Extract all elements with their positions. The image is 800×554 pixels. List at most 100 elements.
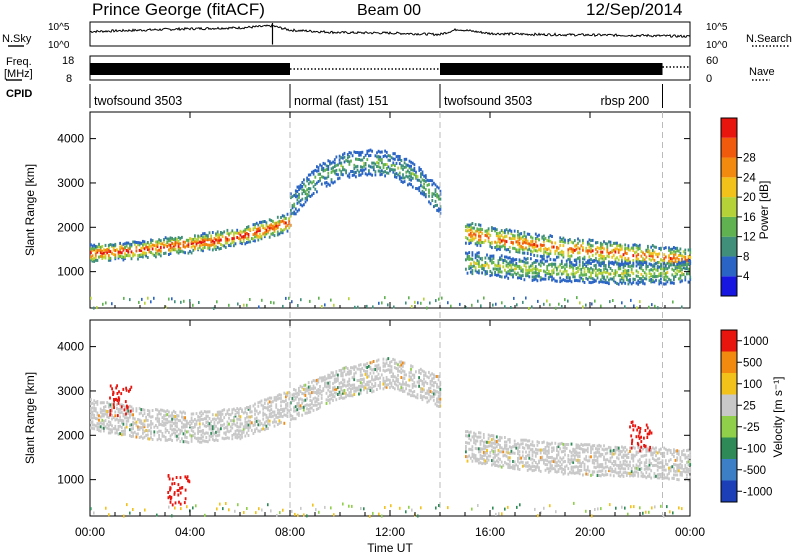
power-cell-1904: [577, 266, 579, 270]
velocity-cell-1805: [578, 464, 581, 468]
velocity-cell-2225: [687, 457, 690, 461]
velocity-cell-2262: [130, 385, 133, 389]
velocity-cell-1572: [518, 453, 521, 457]
velocity-cell-759: [285, 403, 287, 407]
power-cell-1030: [479, 230, 482, 233]
power-cell-880: [407, 169, 409, 173]
velocity-cell-31: [96, 422, 99, 426]
power-cell-444: [254, 239, 256, 243]
velocity-cell-2056: [643, 461, 646, 465]
velocity-cell-2006: [629, 449, 631, 453]
velocity-cell-400: [190, 412, 193, 416]
power-cell-953: [431, 192, 434, 196]
power-cell-1591: [466, 255, 469, 259]
velocity-cell-1892: [599, 444, 602, 448]
velocity-cell-1835: [586, 472, 589, 476]
power-cell-682: [337, 177, 339, 181]
velocity-cell-2217: [686, 460, 688, 464]
power-cell-1406: [624, 247, 627, 251]
power-cell-1077: [499, 235, 501, 239]
power-cell-1925: [583, 262, 586, 266]
velocity-cell-1862: [593, 451, 596, 455]
velocity-cell-1208: [400, 386, 403, 389]
velocity-cell-895: [319, 385, 321, 388]
power-cell-1821: [547, 276, 550, 280]
velocity-cell-2399: [315, 508, 317, 512]
power-cell-39: [101, 254, 104, 258]
power-cell-1347: [603, 255, 605, 259]
power-cell-70: [112, 243, 115, 247]
power-cell-955: [431, 179, 434, 183]
power-cell-1707: [508, 268, 511, 272]
velocity-cell-1927: [609, 449, 612, 453]
power-cell-2200: [679, 266, 682, 270]
velocity-cell-1125: [377, 377, 380, 381]
power-cell-1143: [521, 241, 524, 245]
velocity-cell-1792: [575, 446, 578, 450]
velocity-cell-1992: [625, 464, 628, 468]
power-cell-884: [408, 174, 411, 178]
velocity-cell-2333: [646, 432, 649, 436]
power-cell-1625: [478, 260, 480, 264]
velocity-cell-2050: [642, 472, 644, 476]
velocity-cell-1465: [491, 441, 493, 445]
velocity-cell-1167: [389, 368, 391, 372]
power-cell-1921: [583, 281, 586, 284]
velocity-cell-982: [341, 384, 344, 388]
power-cell-652: [325, 168, 328, 171]
velocity-cell-1830: [585, 468, 588, 472]
velocity-cell-642: [254, 412, 256, 416]
velocity-cell-698: [268, 409, 271, 413]
power-cell-510: [276, 233, 279, 237]
power-cell-536: [285, 216, 287, 220]
power-cell-247: [177, 239, 180, 243]
power-cell-999: [469, 228, 472, 232]
velocity-cell-1588: [523, 456, 526, 460]
power-cell-1494: [660, 262, 662, 266]
power-cell-53: [107, 258, 110, 262]
power-cell-677: [333, 158, 336, 162]
velocity-cell-1159: [387, 378, 390, 382]
velocity-cell-2037: [638, 467, 641, 471]
power-cell-1207: [543, 234, 545, 238]
velocity-cell-2320: [631, 420, 634, 424]
velocity-cell-1038: [354, 386, 357, 390]
power-cell-473: [263, 235, 266, 239]
velocity-cell-2338: [649, 445, 651, 449]
power-cell-1950: [591, 260, 594, 263]
power-cell-1144: [521, 239, 524, 243]
velocity-cell-2425: [471, 507, 473, 511]
velocity-cell-1199: [397, 369, 399, 373]
velocity-cell-2344: [636, 428, 639, 432]
power-cell-1838: [552, 262, 555, 266]
velocity-cell-211: [142, 436, 144, 440]
velocity-cell-1400: [474, 434, 477, 438]
power-cell-1724: [513, 267, 516, 271]
velocity-cell-1180: [392, 372, 394, 376]
velocity-cell-889: [317, 380, 320, 384]
power-cell-2091: [640, 267, 643, 271]
power-cell-259: [182, 240, 185, 244]
velocity-cell-1437: [484, 459, 487, 463]
velocity-cell-1041: [356, 388, 359, 392]
velocity-cell-2215: [686, 470, 688, 473]
velocity-cell-43: [99, 425, 102, 429]
power-cell-1105: [508, 228, 511, 232]
power-cell-2156: [663, 278, 666, 281]
velocity-cell-1747: [564, 460, 566, 463]
power-cell-516: [278, 232, 281, 236]
nsky-label: N.Sky: [2, 33, 32, 45]
velocity-cell-355: [179, 419, 182, 423]
velocity-cell-2315: [167, 474, 170, 478]
power-cell-467: [260, 223, 263, 227]
power-cell-1550: [677, 254, 680, 257]
power-cell-866: [402, 167, 404, 171]
power-cell-518: [278, 222, 281, 226]
velocity-cell-1712: [556, 461, 558, 465]
velocity-cell-588: [239, 418, 242, 422]
velocity-cell-843: [307, 403, 310, 407]
velocity-cell-1855: [591, 447, 594, 451]
velocity-cell-1108: [372, 371, 375, 375]
power-cell-1020: [478, 241, 480, 245]
power-cell-2134: [655, 268, 657, 272]
